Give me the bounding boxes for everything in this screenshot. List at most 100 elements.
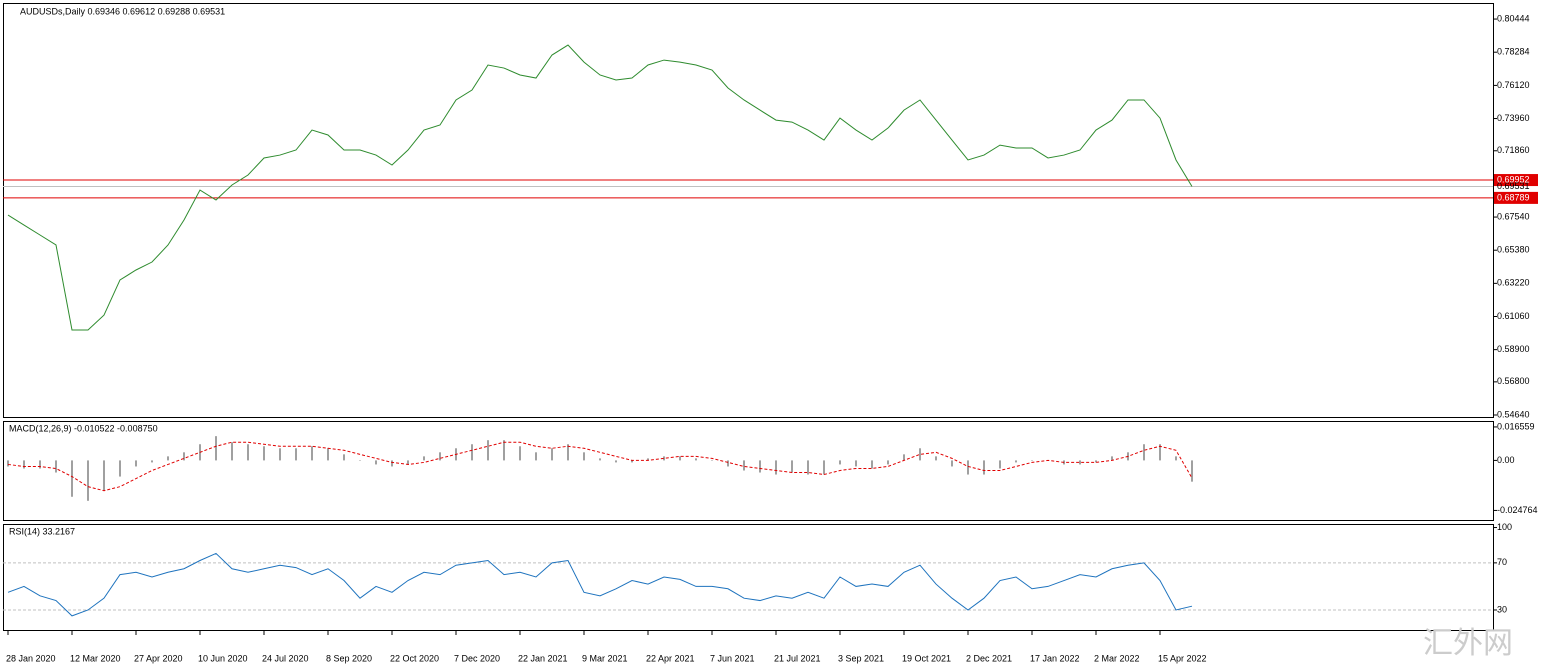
macd-bar (919, 448, 921, 461)
macd-bar (1143, 444, 1145, 461)
macd-bar (471, 444, 473, 461)
macd-bar (807, 460, 809, 475)
macd-bar (1095, 460, 1097, 463)
rsi-title: RSI(14) 33.2167 (9, 526, 75, 536)
macd-bar (1159, 444, 1161, 461)
macd-bar (935, 456, 937, 461)
macd-bar (247, 444, 249, 461)
macd-bar (519, 446, 521, 461)
x-tick-label: 2 Mar 2022 (1094, 653, 1140, 663)
level-label: 0.69952 (1497, 174, 1530, 184)
y-tick-label: 0.65380 (1497, 245, 1530, 255)
price-title: AUDUSDs,Daily 0.69346 0.69612 0.69288 0.… (20, 6, 225, 16)
macd-bar (231, 442, 233, 461)
macd-bar (407, 460, 409, 465)
macd-bar (983, 460, 985, 475)
y-tick-label: 0.00 (1497, 455, 1515, 465)
macd-bar (423, 456, 425, 461)
macd-title: MACD(12,26,9) -0.010522 -0.008750 (9, 423, 158, 433)
x-tick-label: 19 Oct 2021 (902, 653, 951, 663)
macd-bar (1111, 456, 1113, 461)
macd-bar (295, 448, 297, 461)
macd-bar (903, 454, 905, 461)
x-tick-label: 8 Sep 2020 (326, 653, 372, 663)
macd-bar (487, 440, 489, 461)
x-tick-label: 15 Apr 2022 (1158, 653, 1207, 663)
x-tick-label: 10 Jun 2020 (198, 653, 248, 663)
macd-bar (775, 460, 777, 475)
y-tick-label: 70 (1497, 557, 1507, 567)
macd-bar (183, 452, 185, 461)
x-tick-label: 22 Jan 2021 (518, 653, 568, 663)
level-label-box (1494, 191, 1538, 204)
macd-bar (135, 460, 137, 467)
macd-bar (1031, 460, 1033, 461)
macd-bar (215, 436, 217, 461)
signal-line (7, 441, 1193, 492)
macd-bar (567, 444, 569, 461)
y-tick-label: 0.67540 (1497, 211, 1530, 221)
macd-bar (615, 460, 617, 463)
macd-bar (999, 460, 1001, 469)
macd-bar (23, 460, 25, 469)
x-tick-label: 7 Dec 2020 (454, 653, 500, 663)
macd-bar (871, 460, 873, 469)
x-tick-label: 27 Apr 2020 (134, 653, 183, 663)
macd-bar (343, 454, 345, 461)
macd-bar (1079, 460, 1081, 465)
price-line (7, 44, 1193, 331)
macd-bar (663, 456, 665, 461)
macd-bar (439, 452, 441, 461)
macd-bar (327, 448, 329, 461)
x-tick-label: 12 Mar 2020 (70, 653, 121, 663)
x-tick-label: 22 Oct 2020 (390, 653, 439, 663)
macd-bar (583, 452, 585, 461)
macd-bar (279, 448, 281, 461)
macd-bar (391, 460, 393, 467)
macd-bar (599, 458, 601, 461)
macd-bar (743, 460, 745, 471)
macd-bar (103, 460, 105, 491)
macd-bar (839, 460, 841, 465)
level-label-box (1494, 174, 1538, 187)
rsi-panel (3, 524, 1494, 631)
y-tick-label: 0.56800 (1497, 376, 1530, 386)
macd-panel (3, 421, 1494, 521)
macd-bar (151, 460, 153, 463)
y-tick-label: 0.63220 (1497, 278, 1530, 288)
y-tick-label: 0.61060 (1497, 311, 1530, 321)
macd-bar (7, 460, 9, 467)
macd-bar (119, 460, 121, 477)
macd-bar (359, 460, 361, 461)
level-label: 0.68789 (1497, 192, 1530, 202)
y-tick-label: 0.76120 (1497, 80, 1530, 90)
macd-bar (711, 460, 713, 461)
x-tick-label: 9 Mar 2021 (582, 653, 628, 663)
macd-bar (759, 460, 761, 473)
macd-bar (967, 460, 969, 475)
macd-bar (1175, 456, 1177, 461)
macd-bar (791, 460, 793, 473)
y-tick-label: 0.016559 (1497, 421, 1535, 431)
x-tick-label: 2 Dec 2021 (966, 653, 1012, 663)
y-tick-label: -0.024764 (1497, 505, 1538, 515)
macd-bar (1191, 460, 1193, 482)
y-tick-label: 0.71860 (1497, 145, 1530, 155)
macd-bar (551, 448, 553, 461)
macd-bar (727, 460, 729, 467)
macd-bar (951, 460, 953, 467)
macd-bar (39, 460, 41, 469)
macd-bar (71, 460, 73, 497)
macd-bar (263, 446, 265, 461)
x-tick-label: 22 Apr 2021 (646, 653, 695, 663)
x-tick-label: 28 Jan 2020 (6, 653, 56, 663)
macd-bar (311, 446, 313, 461)
macd-bar (695, 458, 697, 461)
y-tick-label: 0.78284 (1497, 47, 1530, 57)
rsi-line (7, 552, 1193, 617)
macd-bar (855, 460, 857, 467)
x-tick-label: 24 Jul 2020 (262, 653, 309, 663)
macd-bar (503, 440, 505, 461)
y-tick-label: 30 (1497, 604, 1507, 614)
